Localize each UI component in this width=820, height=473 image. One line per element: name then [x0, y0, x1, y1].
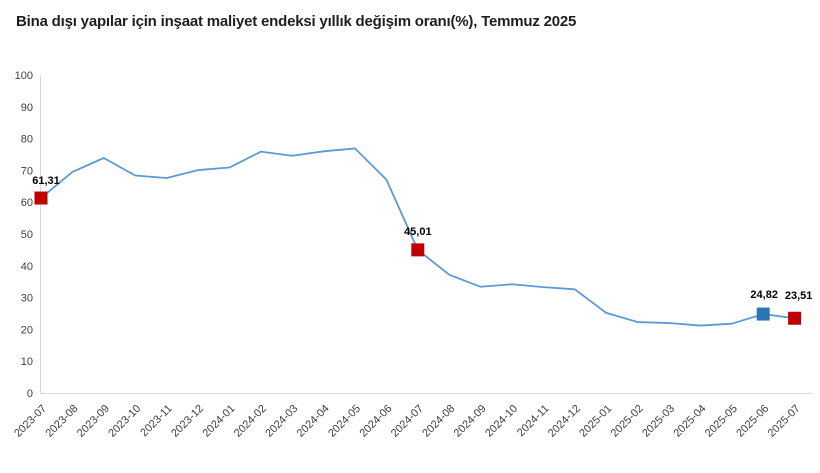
x-tick-label: 2023-09 [75, 403, 112, 440]
x-tick-label: 2024-01 [200, 403, 237, 440]
x-tick-label: 2023-11 [138, 403, 174, 439]
marker-2025-07[interactable] [788, 311, 802, 325]
x-tick-label: 2025-07 [766, 403, 803, 440]
y-tick-label: 70 [21, 165, 33, 177]
y-tick-label: 30 [21, 293, 33, 305]
y-tick-label: 80 [21, 134, 33, 146]
x-tick-label: 2024-04 [295, 403, 332, 440]
y-tick-label: 0 [27, 388, 33, 400]
x-tick-label: 2023-07 [12, 403, 49, 440]
x-tick-label: 2024-07 [389, 403, 426, 440]
x-tick-label: 2023-08 [43, 403, 80, 440]
chart-title: Bina dışı yapılar için inşaat maliyet en… [16, 13, 577, 30]
y-tick-label: 90 [21, 102, 33, 114]
point-label-2023-07: 61,31 [32, 175, 60, 187]
x-tick-label: 2024-10 [483, 403, 520, 440]
x-tick-label: 2025-06 [734, 403, 771, 440]
x-tick-label: 2024-06 [357, 403, 394, 440]
x-tick-label: 2024-09 [452, 403, 489, 440]
x-tick-label: 2025-05 [703, 403, 740, 440]
x-tick-label: 2025-04 [671, 403, 708, 440]
x-tick-label: 2024-03 [263, 403, 300, 440]
marker-2025-06[interactable] [756, 307, 770, 321]
x-tick-label: 2025-01 [577, 403, 614, 440]
y-tick-label: 20 [21, 324, 33, 336]
x-tick-label: 2024-08 [420, 403, 457, 440]
x-tick-label: 2024-02 [232, 403, 269, 440]
marker-2024-07[interactable] [411, 243, 425, 257]
y-tick-label: 10 [21, 356, 33, 368]
x-tick-label: 2024-11 [515, 403, 551, 439]
x-tick-label: 2024-12 [546, 403, 583, 440]
point-label-2025-07: 23,51 [785, 290, 813, 302]
marker-2023-07[interactable] [34, 191, 48, 205]
x-tick-label: 2025-02 [609, 403, 646, 440]
x-tick-label: 2023-10 [106, 403, 143, 440]
point-label-2024-07: 45,01 [404, 226, 432, 238]
y-tick-label: 50 [21, 229, 33, 241]
x-tick-label: 2025-03 [640, 403, 677, 440]
y-tick-label: 40 [21, 261, 33, 273]
x-tick-label: 2024-05 [326, 403, 363, 440]
point-label-2025-06: 24,82 [750, 289, 778, 301]
y-tick-label: 60 [21, 197, 33, 209]
y-tick-label: 100 [15, 70, 33, 82]
x-tick-label: 2023-12 [169, 403, 206, 440]
